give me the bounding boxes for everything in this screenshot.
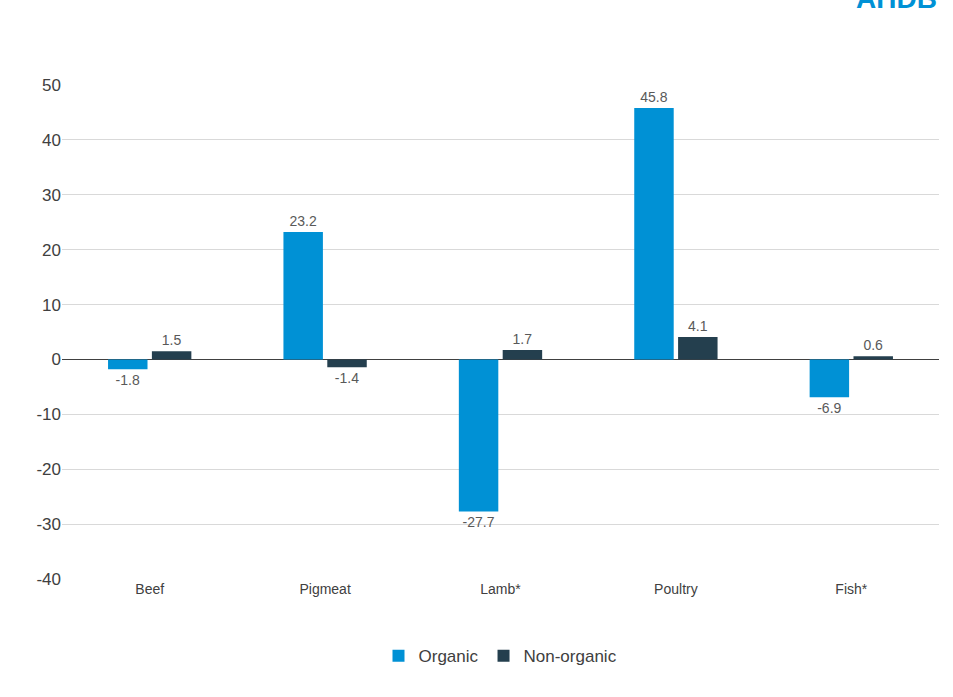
svg-text:23.2: 23.2 (289, 213, 316, 229)
svg-text:4.1: 4.1 (688, 318, 708, 334)
svg-text:20: 20 (42, 241, 61, 260)
svg-text:Lamb*: Lamb* (480, 581, 521, 597)
svg-text:-1.8: -1.8 (116, 372, 140, 388)
svg-text:Pigmeat: Pigmeat (299, 581, 350, 597)
svg-text:Beef: Beef (135, 581, 164, 597)
svg-text:-30: -30 (36, 515, 61, 534)
svg-text:Non-organic: Non-organic (524, 647, 617, 666)
svg-text:-20: -20 (36, 460, 61, 479)
svg-text:-27.7: -27.7 (463, 514, 495, 530)
svg-text:Fish*: Fish* (835, 581, 867, 597)
svg-text:45.8: 45.8 (640, 89, 667, 105)
svg-text:Organic: Organic (419, 647, 479, 666)
svg-text:-1.4: -1.4 (335, 370, 359, 386)
svg-text:30: 30 (42, 186, 61, 205)
svg-text:-6.9: -6.9 (817, 400, 841, 416)
svg-text:1.5: 1.5 (162, 332, 182, 348)
svg-text:1.7: 1.7 (513, 331, 533, 347)
svg-text:40: 40 (42, 131, 61, 150)
svg-text:10: 10 (42, 296, 61, 315)
svg-text:0.6: 0.6 (863, 337, 883, 353)
svg-text:0: 0 (52, 350, 61, 369)
svg-text:AHDB: AHDB (856, 0, 937, 14)
svg-text:-40: -40 (36, 570, 61, 589)
svg-text:-10: -10 (36, 405, 61, 424)
svg-text:50: 50 (42, 76, 61, 95)
svg-text:Poultry: Poultry (654, 581, 698, 597)
